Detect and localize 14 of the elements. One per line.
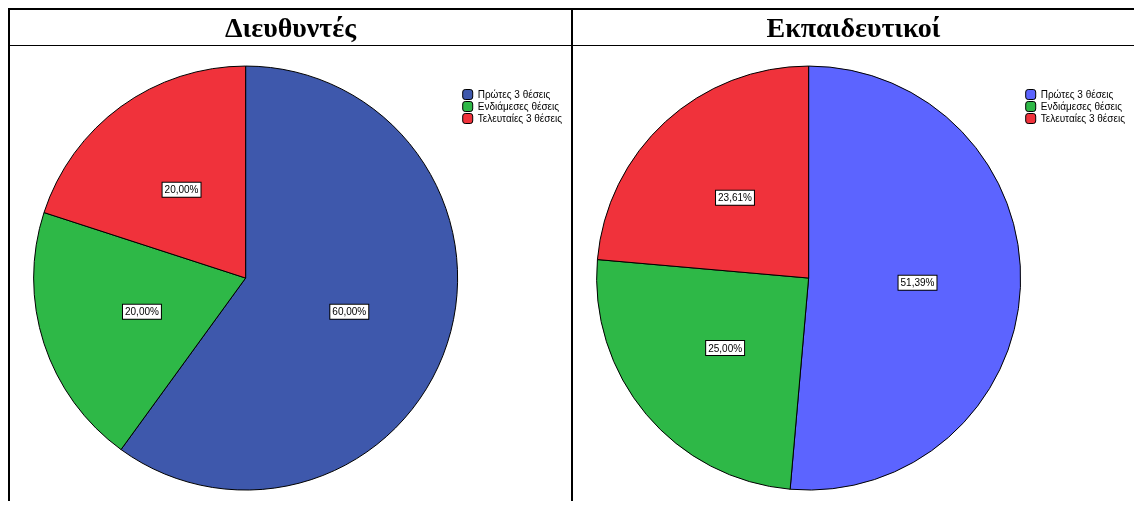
data-label: 20,00% — [164, 184, 199, 196]
data-label: 60,00% — [332, 306, 367, 318]
chart-title: Εκπαιδευτικοί — [573, 10, 1134, 46]
legend-label: Τελευταίες 3 θέσεις — [1040, 113, 1126, 124]
legend-label: Πρώτες 3 θέσεις — [477, 89, 551, 100]
legend-label: Ενδιάμεσες θέσεις — [1040, 101, 1123, 112]
legend-label: Ενδιάμεσες θέσεις — [477, 101, 560, 112]
data-label: 51,39% — [900, 277, 935, 289]
chart-title: Διευθυντές — [10, 10, 571, 46]
legend-label: Πρώτες 3 θέσεις — [1040, 89, 1114, 100]
data-label: 23,61% — [718, 192, 753, 204]
legend-label: Τελευταίες 3 θέσεις — [477, 113, 563, 124]
data-label: 20,00% — [124, 306, 160, 318]
data-label: 25,00% — [708, 342, 743, 354]
